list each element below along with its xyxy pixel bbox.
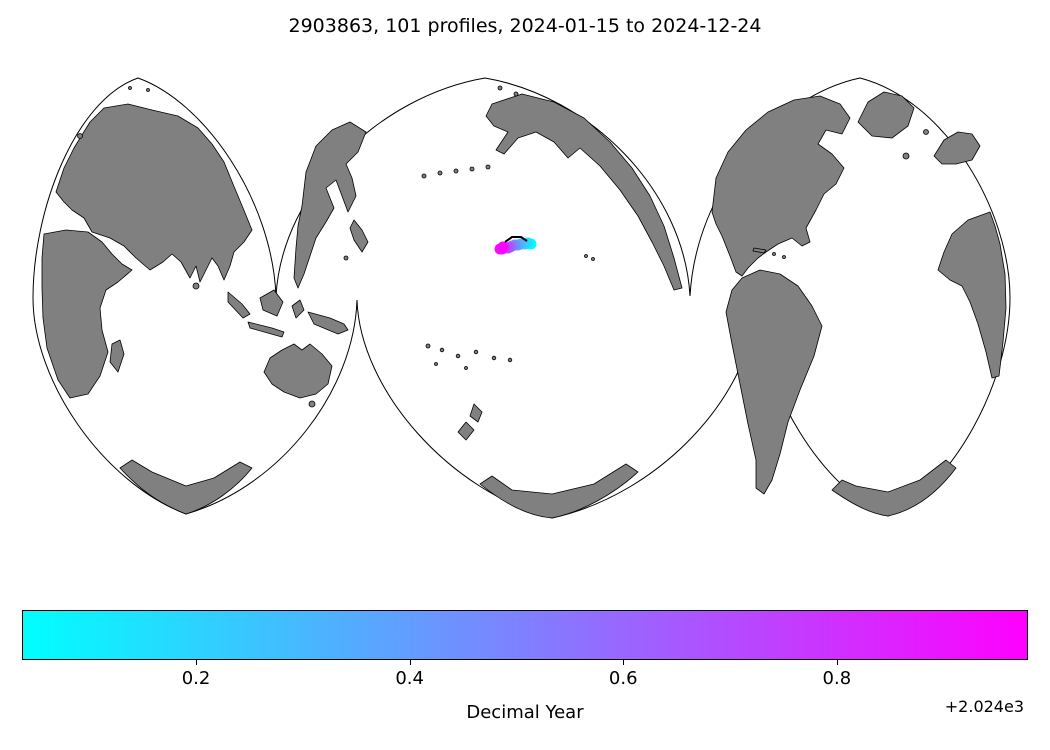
land-uk-right: [923, 129, 929, 135]
land-iceland: [902, 152, 910, 160]
land-borneo: [259, 289, 284, 317]
land-pacific-island: [425, 343, 431, 349]
landmasses: [41, 85, 1007, 519]
colorbar-offset-text: +2.024e3: [944, 697, 1024, 716]
colorbar-tick-label: 0.4: [395, 668, 424, 689]
land-australia: [263, 343, 333, 399]
colorbar: [22, 610, 1028, 660]
land-new-zealand-north: [469, 403, 483, 423]
colorbar-tick-mark: [836, 660, 838, 665]
land-north-america: [711, 95, 851, 277]
colorbar-axis-label: Decimal Year: [466, 702, 584, 723]
land-hawaii: [584, 254, 588, 258]
colorbar-tick-label: 0.2: [181, 668, 211, 689]
colorbar-tick-mark: [409, 660, 411, 665]
land-arctic-isle: [497, 85, 503, 91]
land-northeast-asia: [293, 121, 367, 289]
land-pacific-island: [439, 347, 445, 353]
land-south-america: [725, 269, 823, 495]
land-africa-right: [937, 211, 1007, 379]
land-alaska-north-america: [485, 93, 683, 291]
land-new-guinea: [307, 311, 349, 335]
land-greenland: [857, 91, 915, 139]
land-arctic-isle: [146, 88, 150, 92]
land-aleutian: [453, 168, 459, 174]
land-aleutian: [469, 166, 475, 172]
profile-point: [497, 241, 509, 253]
land-aleutian: [485, 164, 491, 170]
land-eurasia: [55, 103, 253, 283]
colorbar-tick-label: 0.8: [822, 668, 852, 689]
figure-title: 2903863, 101 profiles, 2024-01-15 to 202…: [288, 15, 762, 37]
colorbar-tick-mark: [196, 660, 198, 665]
land-pacific-island: [507, 357, 513, 363]
land-pacific-island: [491, 355, 497, 361]
colorbar-tick-label: 0.6: [608, 668, 638, 689]
land-japan: [349, 219, 369, 253]
float-trajectory-line: [504, 236, 528, 243]
world-map: [32, 77, 1011, 519]
land-uk: [77, 133, 83, 139]
land-sulawesi: [291, 299, 305, 319]
land-africa-left: [41, 229, 133, 399]
land-sri-lanka: [192, 282, 200, 290]
land-sumatra: [227, 291, 251, 319]
land-pacific-island: [434, 362, 438, 366]
land-tasmania: [308, 400, 316, 408]
land-aleutian: [421, 173, 427, 179]
land-pacific-island: [473, 349, 479, 355]
land-antarctica-left: [119, 459, 253, 515]
land-hawaii: [591, 257, 595, 261]
land-pacific-island: [464, 366, 468, 370]
land-europe-right: [933, 131, 981, 165]
land-arctic-isle: [513, 91, 519, 97]
colorbar-tick-mark: [623, 660, 625, 665]
land-java: [247, 321, 285, 338]
land-japan-south: [343, 255, 349, 261]
land-pacific-island: [455, 353, 461, 359]
land-antarctica-right: [831, 459, 957, 517]
land-arctic-isle: [128, 86, 132, 90]
float-profile-dots: [494, 237, 537, 255]
land-antarctica-middle: [479, 463, 639, 519]
land-madagascar: [109, 339, 125, 373]
land-aleutian: [437, 170, 443, 176]
land-cuba: [752, 247, 767, 254]
land-new-zealand-south: [457, 421, 475, 441]
land-caribbean-isle: [782, 255, 786, 259]
land-caribbean-isle: [772, 252, 776, 256]
